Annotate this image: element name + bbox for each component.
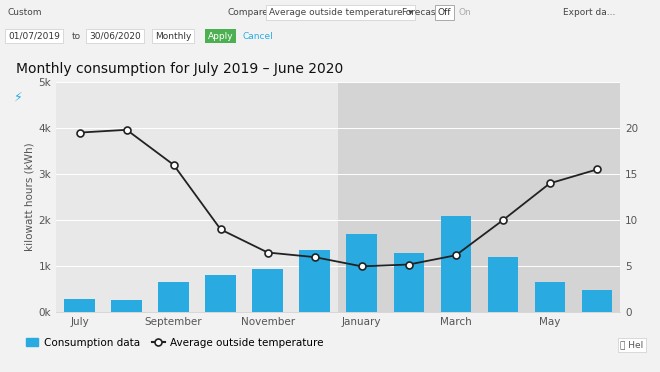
Bar — [346, 234, 377, 312]
Text: Forecast: Forecast — [401, 8, 440, 17]
Text: Average outside temperature  ▾: Average outside temperature ▾ — [269, 8, 412, 17]
Bar — [440, 216, 471, 312]
Text: Cancel: Cancel — [243, 32, 274, 41]
Text: 30/06/2020: 30/06/2020 — [89, 32, 141, 41]
Bar — [393, 253, 424, 312]
Text: Compare: Compare — [228, 8, 269, 17]
Bar — [112, 299, 142, 312]
Bar — [488, 257, 518, 312]
Text: Off: Off — [438, 8, 451, 17]
Text: to: to — [71, 32, 81, 41]
Bar — [300, 250, 330, 312]
Text: Monthly: Monthly — [155, 32, 191, 41]
Bar — [535, 282, 565, 312]
Bar — [205, 275, 236, 312]
Bar — [252, 269, 283, 312]
Text: Export da...: Export da... — [563, 8, 615, 17]
Text: 01/07/2019: 01/07/2019 — [8, 32, 60, 41]
Y-axis label: kilowatt hours (kWh): kilowatt hours (kWh) — [24, 143, 34, 251]
Bar — [64, 299, 95, 312]
Bar — [158, 282, 189, 312]
Text: ⚡: ⚡ — [14, 90, 22, 103]
Text: On: On — [459, 8, 471, 17]
Bar — [581, 290, 612, 312]
Text: ⓘ Hel: ⓘ Hel — [620, 341, 644, 350]
Text: Monthly consumption for July 2019 – June 2020: Monthly consumption for July 2019 – June… — [16, 62, 344, 76]
Bar — [338, 82, 620, 312]
Text: Custom: Custom — [8, 8, 42, 17]
Text: Apply: Apply — [208, 32, 234, 41]
Legend: Consumption data, Average outside temperature: Consumption data, Average outside temper… — [22, 334, 327, 352]
